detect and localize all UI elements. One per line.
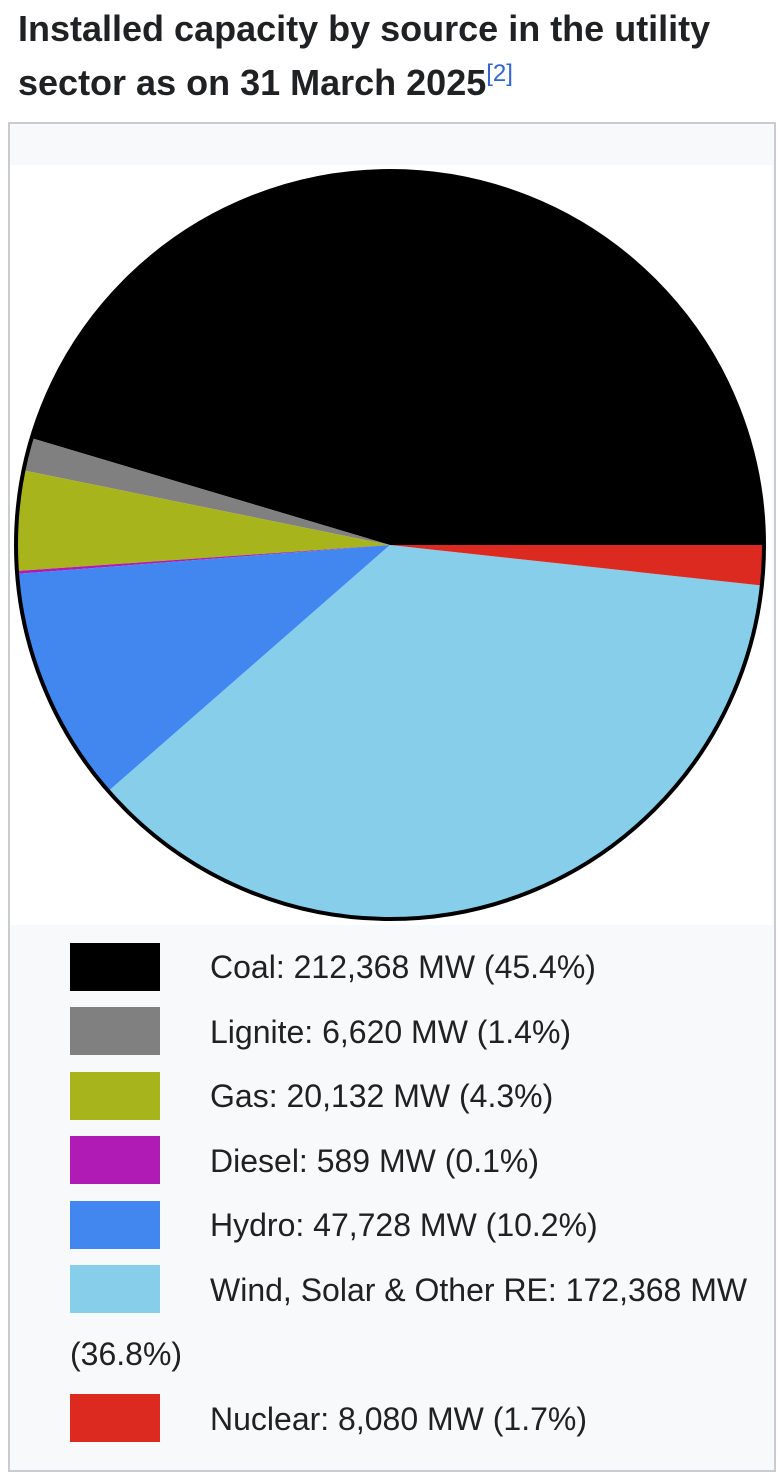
pie-chart bbox=[10, 165, 772, 925]
legend-label: Nuclear: 8,080 MW (1.7%) bbox=[210, 1400, 588, 1437]
legend-label: Coal: 212,368 MW (45.4%) bbox=[210, 949, 596, 985]
legend-item: Hydro: 47,728 MW (10.2%) bbox=[70, 1193, 770, 1258]
legend-item: Coal: 212,368 MW (45.4%) bbox=[70, 935, 770, 1000]
legend-item: Lignite: 6,620 MW (1.4%) bbox=[70, 1000, 770, 1065]
legend-label: Diesel: 589 MW (0.1%) bbox=[210, 1142, 539, 1179]
pie-slice bbox=[17, 545, 390, 792]
legend-swatch bbox=[70, 1394, 160, 1443]
legend-label: Wind, Solar & Other RE: 172,368 MW (36.8… bbox=[70, 1271, 748, 1373]
legend-swatch bbox=[70, 1265, 160, 1314]
title-block: Installed capacity by source in the util… bbox=[18, 2, 768, 110]
legend: Coal: 212,368 MW (45.4%) Lignite: 6,620 M… bbox=[70, 935, 770, 1451]
legend-label: Lignite: 6,620 MW (1.4%) bbox=[210, 1013, 572, 1050]
legend-swatch bbox=[70, 1200, 160, 1249]
chart-title: Installed capacity by source in the util… bbox=[18, 8, 711, 103]
pie-slice bbox=[31, 171, 764, 546]
legend-swatch bbox=[70, 942, 160, 991]
legend-item: Nuclear: 8,080 MW (1.7%) bbox=[70, 1387, 770, 1452]
legend-swatch bbox=[70, 1071, 160, 1120]
legend-item: Gas: 20,132 MW (4.3%) bbox=[70, 1064, 770, 1129]
legend-item: Wind, Solar & Other RE: 172,368 MW (36.8… bbox=[70, 1258, 770, 1387]
pie-slice bbox=[16, 545, 390, 574]
legend-label: Gas: 20,132 MW (4.3%) bbox=[210, 1078, 554, 1114]
citation-link[interactable]: [2] bbox=[486, 60, 513, 87]
pie-slice bbox=[108, 545, 762, 920]
legend-swatch bbox=[70, 1136, 160, 1185]
pie-slice bbox=[390, 545, 764, 586]
legend-label: Hydro: 47,728 MW (10.2%) bbox=[210, 1207, 598, 1243]
legend-item: Diesel: 589 MW (0.1%) bbox=[70, 1129, 770, 1194]
pie-outline bbox=[14, 169, 766, 921]
legend-swatch bbox=[70, 1007, 160, 1056]
pie-slice bbox=[16, 470, 391, 571]
pie-slice bbox=[23, 438, 390, 545]
